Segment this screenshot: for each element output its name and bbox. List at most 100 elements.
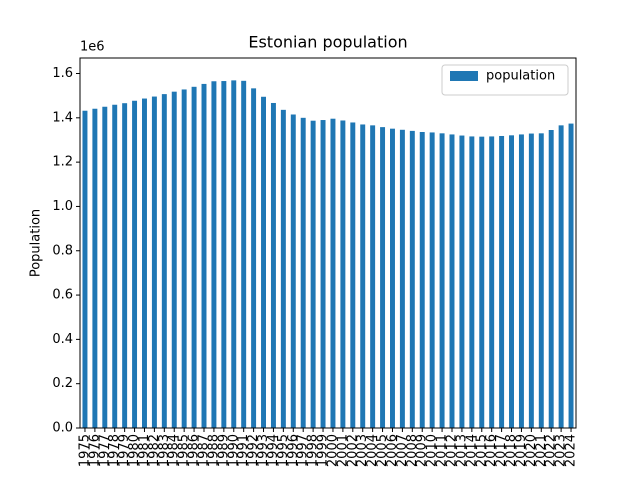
bar	[132, 100, 138, 428]
x-tick-label: 1993	[256, 434, 271, 467]
legend-label: population	[486, 69, 555, 84]
x-tick-label: 2010	[425, 434, 440, 467]
bar	[558, 125, 564, 428]
bar	[399, 129, 405, 428]
bar	[340, 120, 346, 429]
x-tick-label: 1991	[236, 434, 251, 467]
x-tick-label: 2016	[484, 434, 499, 467]
x-tick-label: 2019	[514, 434, 529, 467]
bar	[290, 114, 296, 428]
bar	[201, 83, 207, 429]
x-tick-label: 1980	[127, 434, 142, 467]
bar	[380, 127, 386, 429]
bar	[221, 81, 227, 428]
x-tick-label: 2000	[325, 434, 340, 467]
bar	[350, 122, 356, 428]
x-tick-label: 2004	[365, 434, 380, 467]
y-tick-label: 0.8	[52, 243, 73, 258]
axes-frame	[79, 57, 577, 429]
bar	[509, 135, 514, 428]
x-tick-label: 2015	[474, 434, 489, 467]
bar	[390, 128, 395, 429]
bar	[409, 130, 415, 428]
chart-title: Estonian population	[248, 33, 407, 52]
x-tick-label: 2018	[504, 434, 519, 467]
bar	[270, 102, 276, 429]
x-tick-label: 2007	[395, 434, 410, 467]
bar	[251, 88, 257, 428]
x-tick-label: 1999	[316, 434, 331, 467]
bar	[479, 136, 485, 428]
bar	[568, 123, 574, 428]
x-tick-label: 2022	[544, 434, 559, 467]
bar	[538, 133, 544, 428]
x-tick-label: 1978	[107, 434, 122, 467]
x-tick-label: 2017	[494, 434, 509, 467]
bar	[518, 134, 524, 428]
y-tick-label: 0.2	[52, 376, 73, 391]
x-tick-label: 2020	[524, 434, 539, 467]
x-tick-label: 1976	[87, 434, 102, 467]
y-tick-label: 0.4	[52, 332, 73, 347]
bar	[261, 96, 266, 428]
x-tick-label: 2009	[415, 434, 430, 467]
bar	[310, 120, 316, 429]
bar	[449, 134, 455, 428]
x-tick-label: 1990	[226, 434, 241, 467]
x-tick-label: 1982	[147, 434, 162, 467]
x-tick-label: 1983	[157, 434, 172, 467]
x-tick-label: 1994	[266, 434, 281, 467]
y-tick-label: 1.2	[52, 155, 73, 170]
bar	[370, 125, 376, 428]
x-tick-label: 2008	[405, 434, 420, 467]
bar	[82, 110, 88, 429]
x-tick-label: 1996	[286, 434, 301, 467]
x-tick-label: 1977	[97, 434, 112, 467]
bar	[280, 109, 286, 429]
x-tick-label: 1995	[276, 434, 291, 467]
y-tick-label: 0.0	[52, 421, 73, 436]
bar	[171, 91, 177, 429]
x-tick-label: 1984	[167, 434, 182, 467]
y-tick-label: 1.6	[52, 66, 73, 81]
x-tick-label: 1986	[187, 434, 202, 467]
y-axis-label: Population	[29, 209, 44, 277]
bar	[92, 108, 98, 429]
x-tick-label: 2001	[335, 434, 350, 467]
bar	[142, 98, 147, 428]
bar	[499, 135, 505, 428]
x-tick-label: 2011	[435, 434, 450, 467]
legend-swatch	[450, 71, 478, 81]
y-offset-label: 1e6	[80, 40, 105, 55]
bar	[122, 103, 128, 428]
x-tick-label: 1981	[137, 434, 152, 467]
bar	[191, 86, 197, 428]
x-tick-label: 2005	[375, 434, 390, 467]
x-tick-label: 1992	[246, 434, 261, 467]
bar	[489, 136, 495, 428]
x-tick-label: 2006	[385, 434, 400, 467]
bar	[439, 133, 445, 428]
x-tick-label: 2012	[445, 434, 460, 467]
bar	[360, 124, 366, 428]
y-tick-label: 0.6	[52, 288, 73, 303]
bar	[151, 96, 157, 428]
bar	[211, 81, 217, 428]
bar	[459, 135, 465, 428]
bar	[112, 104, 118, 428]
x-tick-label: 2024	[564, 434, 579, 467]
x-tick-label: 2021	[534, 434, 549, 467]
bar	[241, 80, 247, 428]
bar	[528, 133, 534, 428]
x-tick-label: 1998	[306, 434, 321, 467]
bar	[181, 89, 187, 429]
x-tick-label: 2023	[554, 434, 569, 467]
x-tick-label: 2013	[454, 434, 469, 467]
bar	[102, 106, 108, 428]
x-tick-label: 1989	[216, 434, 231, 467]
x-tick-label: 1975	[77, 434, 92, 467]
bar	[429, 132, 435, 428]
x-tick-label: 2003	[355, 434, 370, 467]
x-tick-label: 1997	[296, 434, 311, 467]
